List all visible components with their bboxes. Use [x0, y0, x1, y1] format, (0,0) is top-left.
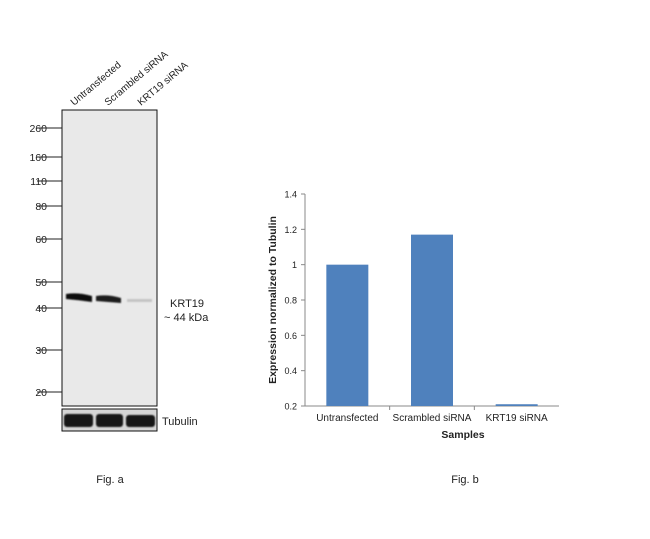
- marker-label: 110: [30, 176, 47, 188]
- band-size-label: ~ 44 kDa: [164, 312, 209, 324]
- y-tick-label: 1.4: [284, 190, 297, 200]
- y-tick-label: 1: [292, 260, 297, 270]
- band-krt19-sirna: [127, 299, 152, 302]
- band-label: KRT19: [170, 298, 204, 310]
- y-tick-label: 1.2: [284, 225, 297, 235]
- western-blot-panel: Untransfected Scrambled siRNA KRT19 siRN…: [29, 49, 209, 486]
- bar-scrambled-sirna: [411, 234, 453, 406]
- x-tick-label: Untransfected: [316, 413, 378, 424]
- blot-membrane: [61, 109, 158, 407]
- tubulin-bands: [64, 414, 155, 427]
- marker-label: 160: [29, 152, 47, 164]
- y-tick-label: 0.2: [284, 402, 297, 412]
- y-tick-label: 0.4: [284, 366, 297, 376]
- marker-label: 50: [35, 277, 47, 289]
- x-axis-title: Samples: [441, 429, 484, 441]
- x-tick-label: Scrambled siRNA: [393, 413, 472, 424]
- marker-ladder: 260 160 110 80 60 50 40 30 20: [29, 123, 62, 399]
- bar-krt19-sirna: [495, 404, 538, 406]
- fig-a-caption: Fig. a: [96, 474, 124, 486]
- tubulin-band: [64, 414, 93, 427]
- bar-chart: 0.2 0.4 0.6 0.8 1 1.2 1.4 Untransfected Scramble…: [267, 190, 559, 486]
- chart-ticks: 0.2 0.4 0.6 0.8 1 1.2 1.4 Untransfected Scramble…: [284, 190, 548, 425]
- y-tick-label: 0.6: [284, 331, 297, 341]
- fig-b-caption: Fig. b: [451, 474, 479, 486]
- band-untransfected: [66, 293, 92, 302]
- marker-label: 60: [35, 234, 47, 246]
- chart-bars: [326, 234, 538, 406]
- tubulin-band: [96, 414, 123, 427]
- tubulin-label: Tubulin: [162, 416, 198, 428]
- marker-label: 30: [35, 345, 47, 357]
- y-axis-title: Expression normalized to Tubulin: [267, 216, 279, 384]
- marker-label: 20: [35, 387, 47, 399]
- band-scrambled-sirna: [96, 295, 121, 303]
- tubulin-band: [126, 415, 155, 427]
- marker-label: 260: [29, 123, 47, 135]
- krt19-bands: [66, 293, 152, 303]
- x-tick-label: KRT19 siRNA: [486, 413, 548, 424]
- marker-label: 40: [35, 303, 47, 315]
- marker-label: 80: [35, 201, 47, 213]
- bar-untransfected: [326, 264, 369, 406]
- y-tick-label: 0.8: [284, 296, 297, 306]
